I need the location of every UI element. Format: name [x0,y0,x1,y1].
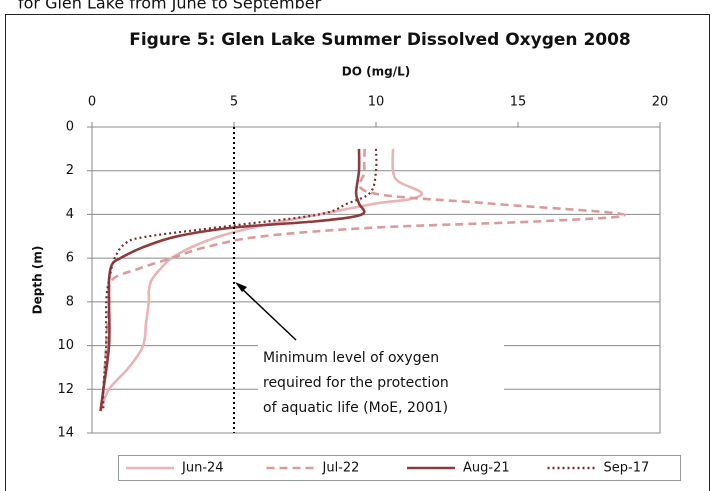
annotation-box [258,340,504,424]
legend-label: Sep-17 [604,461,650,476]
y-tick-label: 4 [66,207,74,222]
y-tick-label: 10 [57,338,74,353]
series-line [99,148,366,412]
legend [118,455,681,481]
y-tick-label: 12 [57,382,74,397]
series-line [102,148,378,412]
caption-fragment: for Glen Lake from June to September [18,0,322,13]
x-tick-label: 0 [88,95,96,110]
y-tick-label: 6 [66,251,74,266]
chart-frame [5,14,710,491]
y-tick-label: 8 [66,294,74,309]
x-tick-label: 20 [652,95,669,110]
arrow-head [235,282,247,292]
annotation-arrow [239,286,297,341]
y-tick-label: 14 [57,426,74,441]
x-axis-label: DO (mg/L) [342,65,410,79]
series-line [99,148,424,412]
annotation-text: required for the protection [263,375,449,391]
x-tick-label: 10 [368,95,385,110]
legend-label: Aug-21 [463,461,510,476]
y-tick-label: 0 [66,120,74,135]
legend-label: Jun-24 [181,461,224,476]
x-tick-label: 5 [230,95,238,110]
x-tick-label: 15 [510,95,527,110]
annotation-text: Minimum level of oxygen [263,350,439,366]
y-axis-label: Depth (m) [31,246,45,315]
y-tick-label: 2 [66,163,74,178]
annotation-text: of aquatic life (MoE, 2001) [263,400,448,416]
series-line [99,148,626,412]
chart-title: Figure 5: Glen Lake Summer Dissolved Oxy… [129,30,631,50]
legend-label: Jul-22 [322,461,360,476]
